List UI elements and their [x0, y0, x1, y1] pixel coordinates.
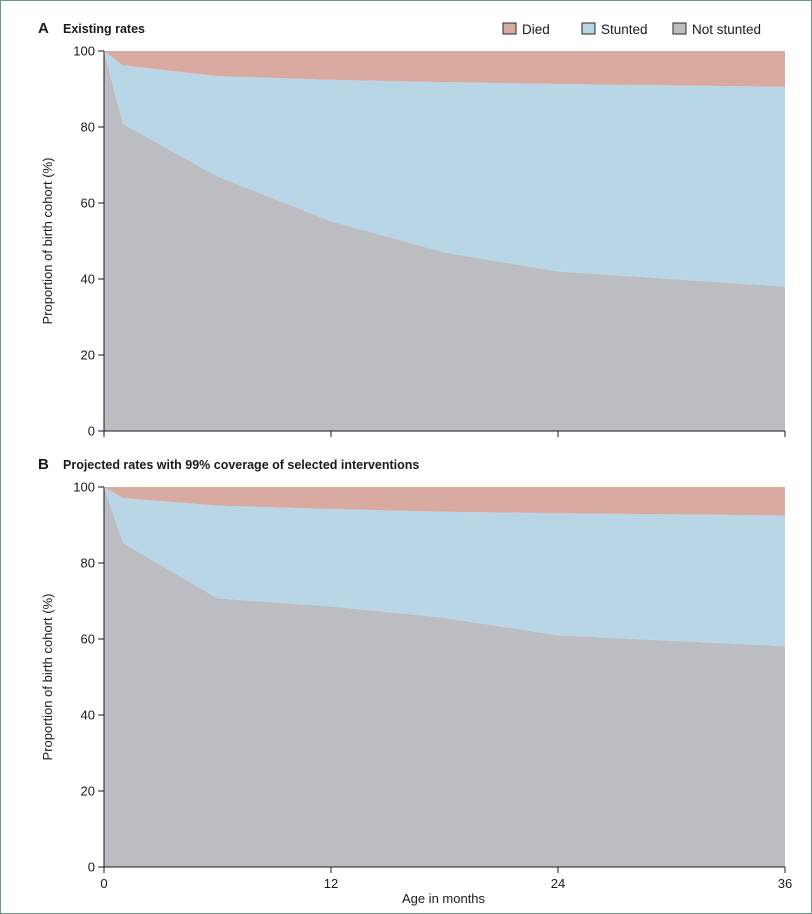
- y-axis-title: Proportion of birth cohort (%): [40, 158, 55, 325]
- area-stunted: [104, 487, 785, 647]
- x-tick-label: 12: [324, 876, 338, 891]
- panel-title: Projected rates with 99% coverage of sel…: [63, 458, 419, 472]
- x-tick-label: 24: [551, 876, 565, 891]
- x-axis-title: Age in months: [402, 891, 486, 906]
- x-tick-label: 36: [778, 876, 792, 891]
- y-tick-label: 40: [81, 708, 95, 723]
- panel-letter: B: [38, 456, 49, 473]
- y-tick-label: 60: [81, 196, 95, 211]
- y-tick-label: 0: [88, 424, 95, 439]
- legend-swatch-stunted: [581, 22, 596, 35]
- y-tick-label: 20: [81, 784, 95, 799]
- legend-swatch-died: [502, 22, 517, 35]
- y-tick-label: 40: [81, 272, 95, 287]
- panel-title: Existing rates: [63, 22, 145, 36]
- y-tick-label: 60: [81, 632, 95, 647]
- y-tick-label: 100: [73, 480, 95, 495]
- y-tick-label: 80: [81, 120, 95, 135]
- legend-label-not-stunted: Not stunted: [692, 22, 761, 37]
- x-tick-label: 0: [100, 876, 107, 891]
- area-died: [104, 487, 785, 516]
- panel-letter: A: [38, 20, 49, 37]
- y-tick-label: 100: [73, 44, 95, 59]
- legend-swatch-not-stunted: [672, 22, 687, 35]
- legend-label-stunted: Stunted: [601, 22, 648, 37]
- y-tick-label: 80: [81, 556, 95, 571]
- area-stunted: [104, 51, 785, 287]
- area-died: [104, 51, 785, 87]
- legend-label-died: Died: [522, 22, 550, 37]
- y-tick-label: 20: [81, 348, 95, 363]
- area-not-stunted: [104, 51, 785, 431]
- y-axis-title: Proportion of birth cohort (%): [40, 594, 55, 761]
- area-not-stunted: [104, 487, 785, 867]
- y-tick-label: 0: [88, 860, 95, 875]
